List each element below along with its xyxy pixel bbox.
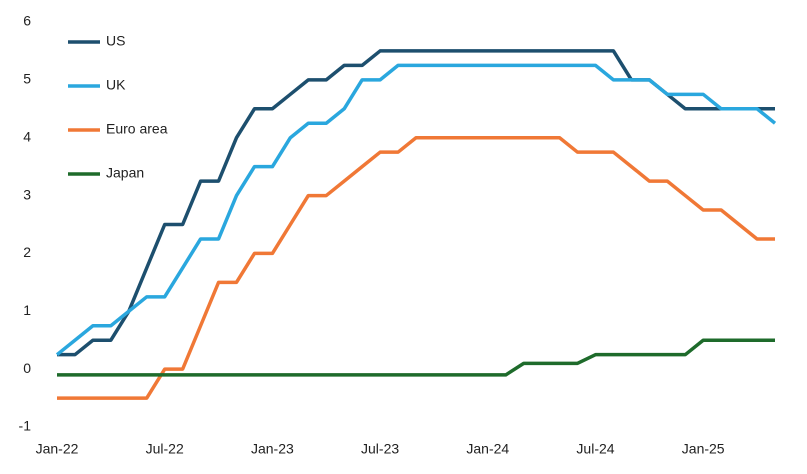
series-line [57,135,775,400]
legend-label: Euro area [106,121,168,137]
y-tick-label: 2 [23,244,31,260]
y-tick-label: 6 [23,13,31,29]
series-line [57,49,775,357]
x-tick-label: Jan-25 [682,441,725,457]
series-line [55,63,777,357]
x-tick-label: Jan-24 [466,441,509,457]
y-tick-label: 1 [23,302,31,318]
x-tick-label: Jul-22 [146,441,184,457]
x-tick-label: Jan-22 [36,441,79,457]
y-tick-label: 4 [23,128,31,144]
y-tick-label: 0 [23,360,31,376]
y-tick-label: 3 [23,186,31,202]
x-tick-label: Jul-24 [576,441,614,457]
legend-label: US [106,33,125,49]
y-tick-label: 5 [23,71,31,87]
series-line [57,338,775,377]
legend-label: Japan [106,165,144,181]
y-tick-label: -1 [19,418,32,434]
x-tick-label: Jan-23 [251,441,294,457]
x-tick-label: Jul-23 [361,441,399,457]
legend-label: UK [106,77,126,93]
